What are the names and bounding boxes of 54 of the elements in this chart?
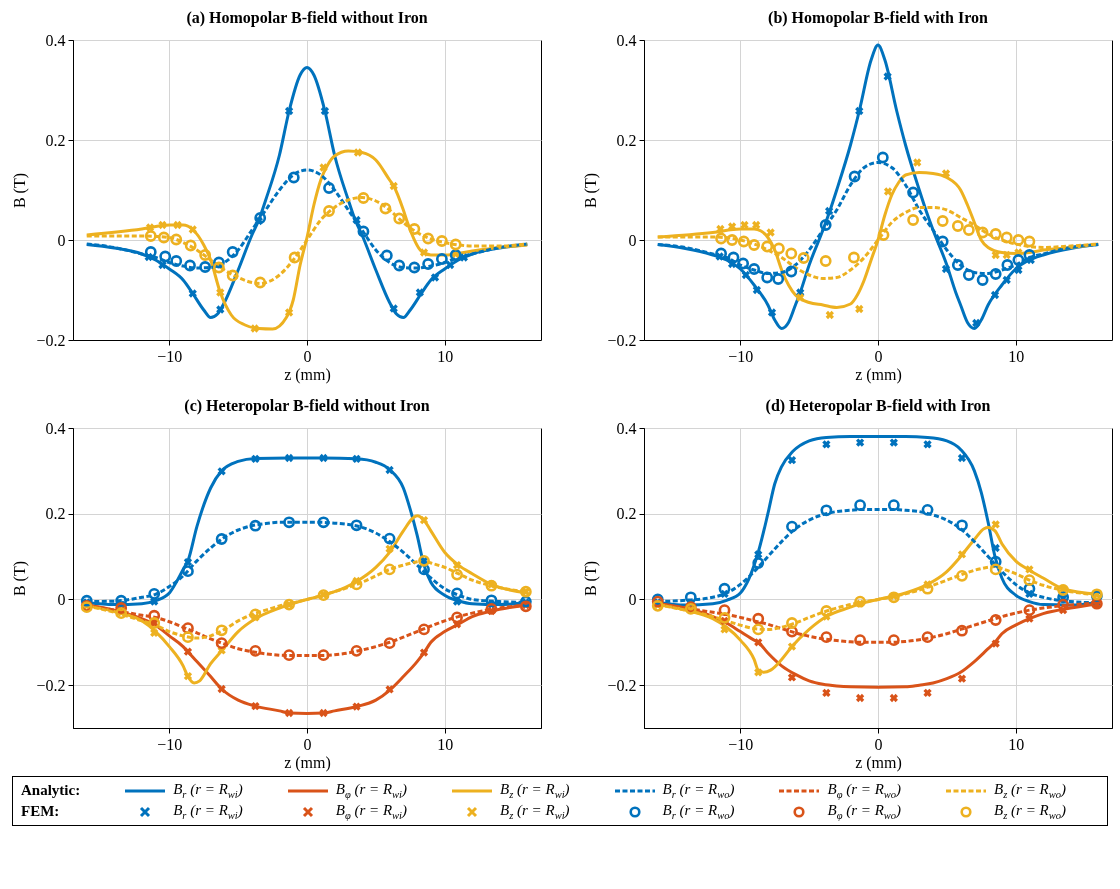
x-tick-label: 0: [303, 347, 312, 365]
x-tick-label: −10: [157, 735, 183, 753]
legend-label: B$_{φ}$ (r = R$_{wi}$): [335, 802, 407, 821]
legend-label: B$_{r}$ (r = R$_{wi}$): [173, 802, 243, 821]
legend-label: B$_{z}$ (r = R$_{wo}$): [994, 781, 1066, 800]
chart-title: (c) Heteropolar B-field without Iron: [184, 397, 430, 415]
x-tick-label: −10: [728, 347, 754, 365]
x-tick-label: 0: [874, 347, 883, 365]
y-tick-label: 0.2: [616, 131, 637, 149]
x-tick-label: −10: [157, 347, 183, 365]
text: FEM:: [21, 803, 61, 820]
legend-label: B$_{r}$ (r = R$_{wo}$): [662, 802, 735, 821]
y-tick-label: 0.2: [45, 505, 66, 523]
legend-label: B$_{φ}$ (r = R$_{wo}$): [827, 802, 902, 821]
y-axis-title: B (T): [582, 560, 601, 597]
chart-title: (a) Homopolar B-field without Iron: [186, 9, 428, 27]
x-axis-title: z (mm): [855, 365, 902, 384]
x-tick-label: 10: [437, 735, 454, 753]
y-tick-label: −0.2: [36, 331, 66, 349]
legend-label: B$_{φ}$ (r = R$_{wo}$): [827, 781, 902, 800]
y-tick-label: −0.2: [607, 676, 637, 694]
y-tick-label: 0: [628, 590, 637, 608]
chart-title: (d) Heteropolar B-field with Iron: [765, 397, 991, 415]
y-tick-label: 0.4: [616, 419, 637, 437]
y-tick-label: 0: [628, 231, 637, 249]
legend-label: B$_{z}$ (r = R$_{wo}$): [994, 802, 1066, 821]
y-tick-label: 0: [57, 231, 66, 249]
x-axis-title: z (mm): [284, 753, 331, 772]
x-tick-label: 10: [437, 347, 454, 365]
x-axis-title: z (mm): [855, 753, 902, 772]
chart-title: (b) Homopolar B-field with Iron: [768, 9, 989, 27]
legend-label: B$_{z}$ (r = R$_{wi}$): [500, 802, 570, 821]
legend-label: B$_{r}$ (r = R$_{wi}$): [173, 781, 243, 800]
x-tick-label: 0: [874, 735, 883, 753]
y-axis-title: B (T): [11, 172, 30, 209]
y-tick-label: 0.4: [45, 419, 66, 437]
x-axis-title: z (mm): [284, 365, 331, 384]
x-tick-label: 10: [1008, 735, 1025, 753]
x-tick-label: −10: [728, 735, 754, 753]
y-tick-label: 0.4: [45, 31, 66, 49]
y-axis-title: B (T): [11, 560, 30, 597]
legend-label: B$_{φ}$ (r = R$_{wi}$): [335, 781, 407, 800]
y-tick-label: 0.4: [616, 31, 637, 49]
x-tick-label: 0: [303, 735, 312, 753]
y-tick-label: −0.2: [607, 331, 637, 349]
y-tick-label: 0: [57, 590, 66, 608]
legend-label: B$_{z}$ (r = R$_{wi}$): [500, 781, 570, 800]
text: Analytic:: [21, 782, 82, 799]
y-tick-label: −0.2: [36, 676, 66, 694]
y-tick-label: 0.2: [45, 131, 66, 149]
x-tick-label: 10: [1008, 347, 1025, 365]
legend-label: B$_{r}$ (r = R$_{wo}$): [662, 781, 735, 800]
y-tick-label: 0.2: [616, 505, 637, 523]
y-axis-title: B (T): [582, 172, 601, 209]
